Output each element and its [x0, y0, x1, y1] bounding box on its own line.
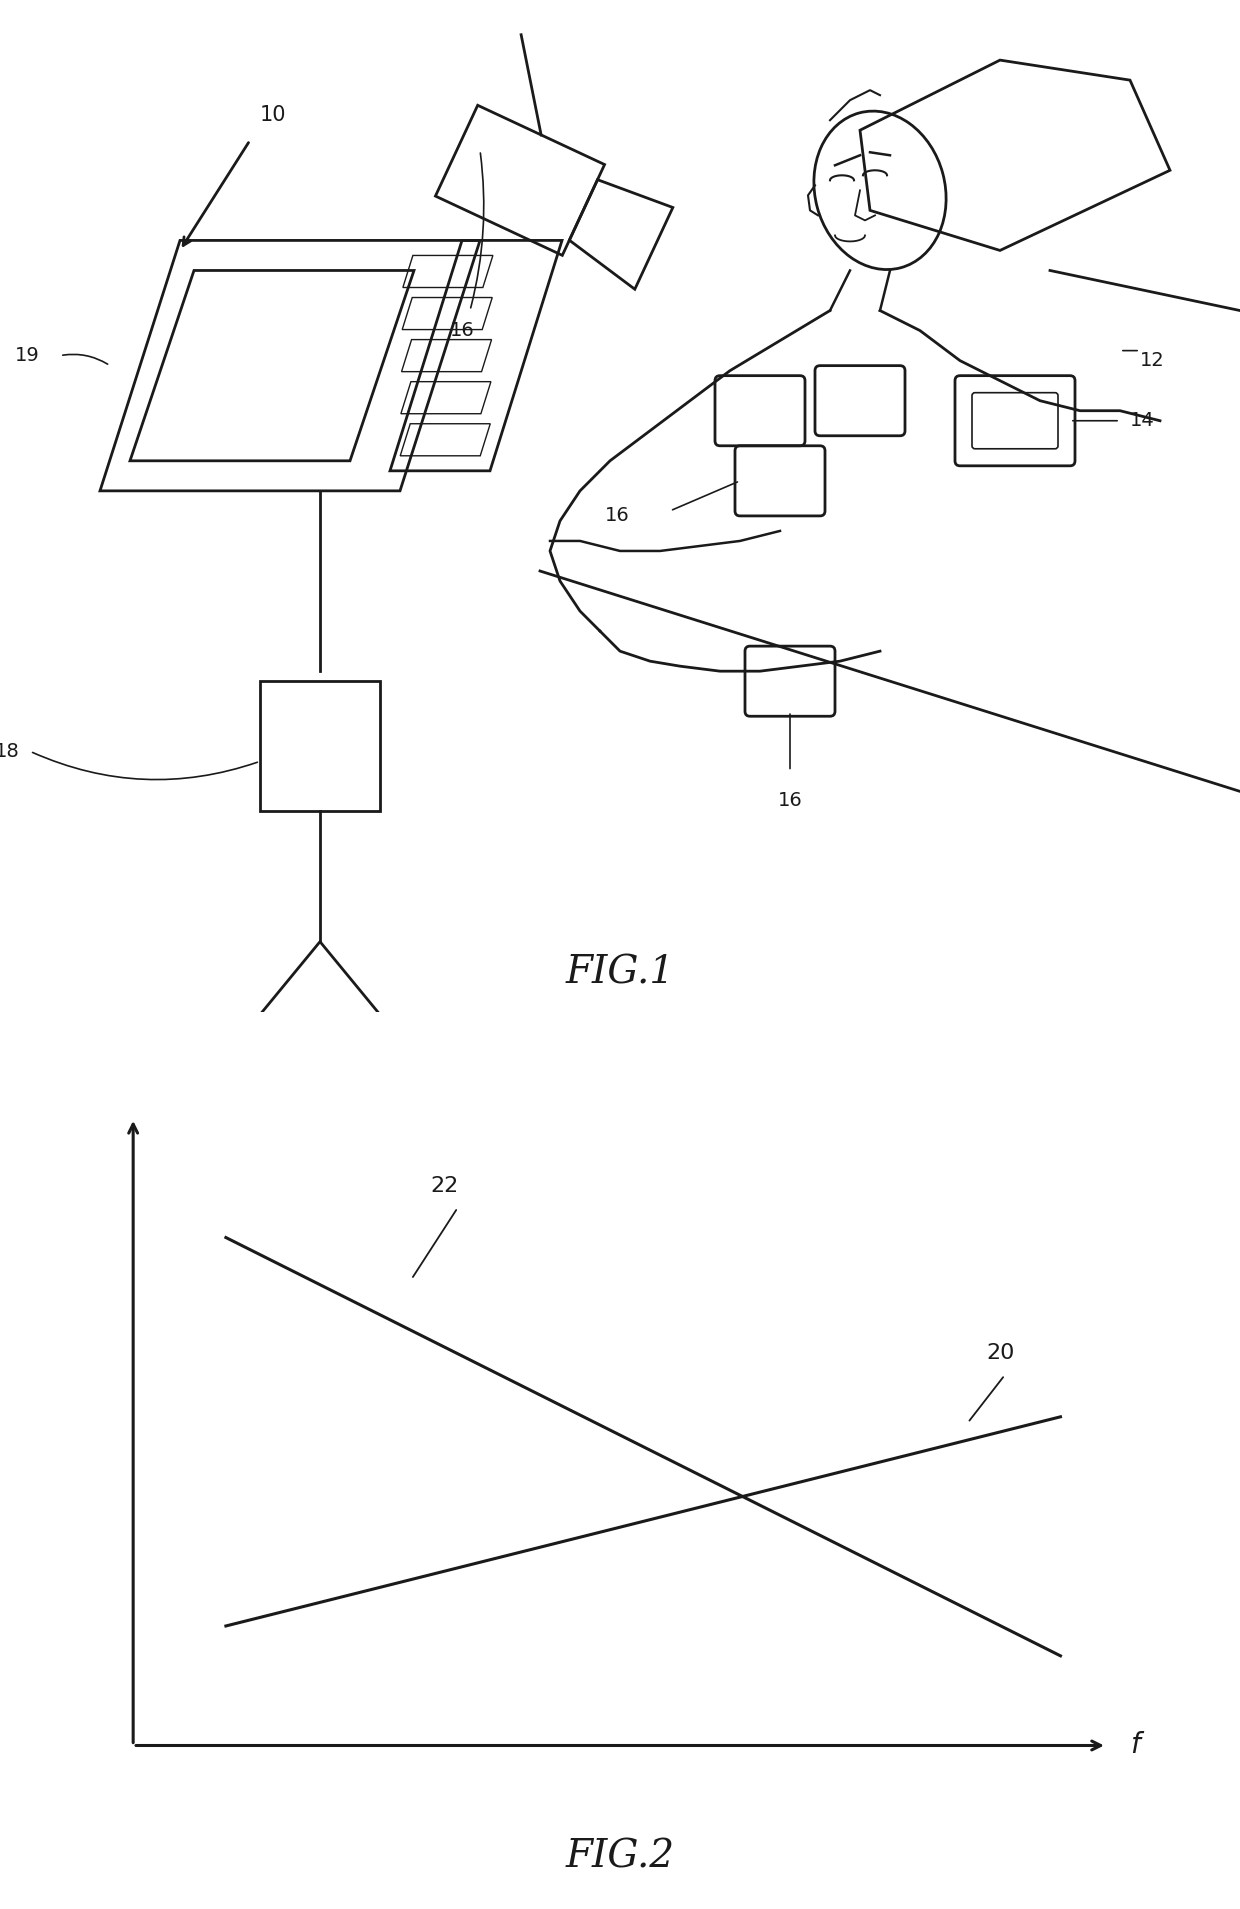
Text: 14: 14: [1130, 410, 1154, 430]
Text: 16: 16: [777, 792, 802, 811]
Text: 16: 16: [605, 506, 630, 525]
Text: 10: 10: [260, 105, 286, 126]
Text: 22: 22: [430, 1176, 458, 1195]
Text: FIG.2: FIG.2: [565, 1838, 675, 1877]
Text: 20: 20: [986, 1344, 1014, 1363]
Text: 12: 12: [1140, 351, 1164, 370]
Text: FIG.1: FIG.1: [565, 954, 675, 993]
Bar: [260, 682, 379, 811]
Text: 19: 19: [15, 346, 40, 365]
Text: 18: 18: [0, 743, 20, 762]
Text: f: f: [1130, 1731, 1140, 1760]
Text: 16: 16: [450, 321, 475, 340]
